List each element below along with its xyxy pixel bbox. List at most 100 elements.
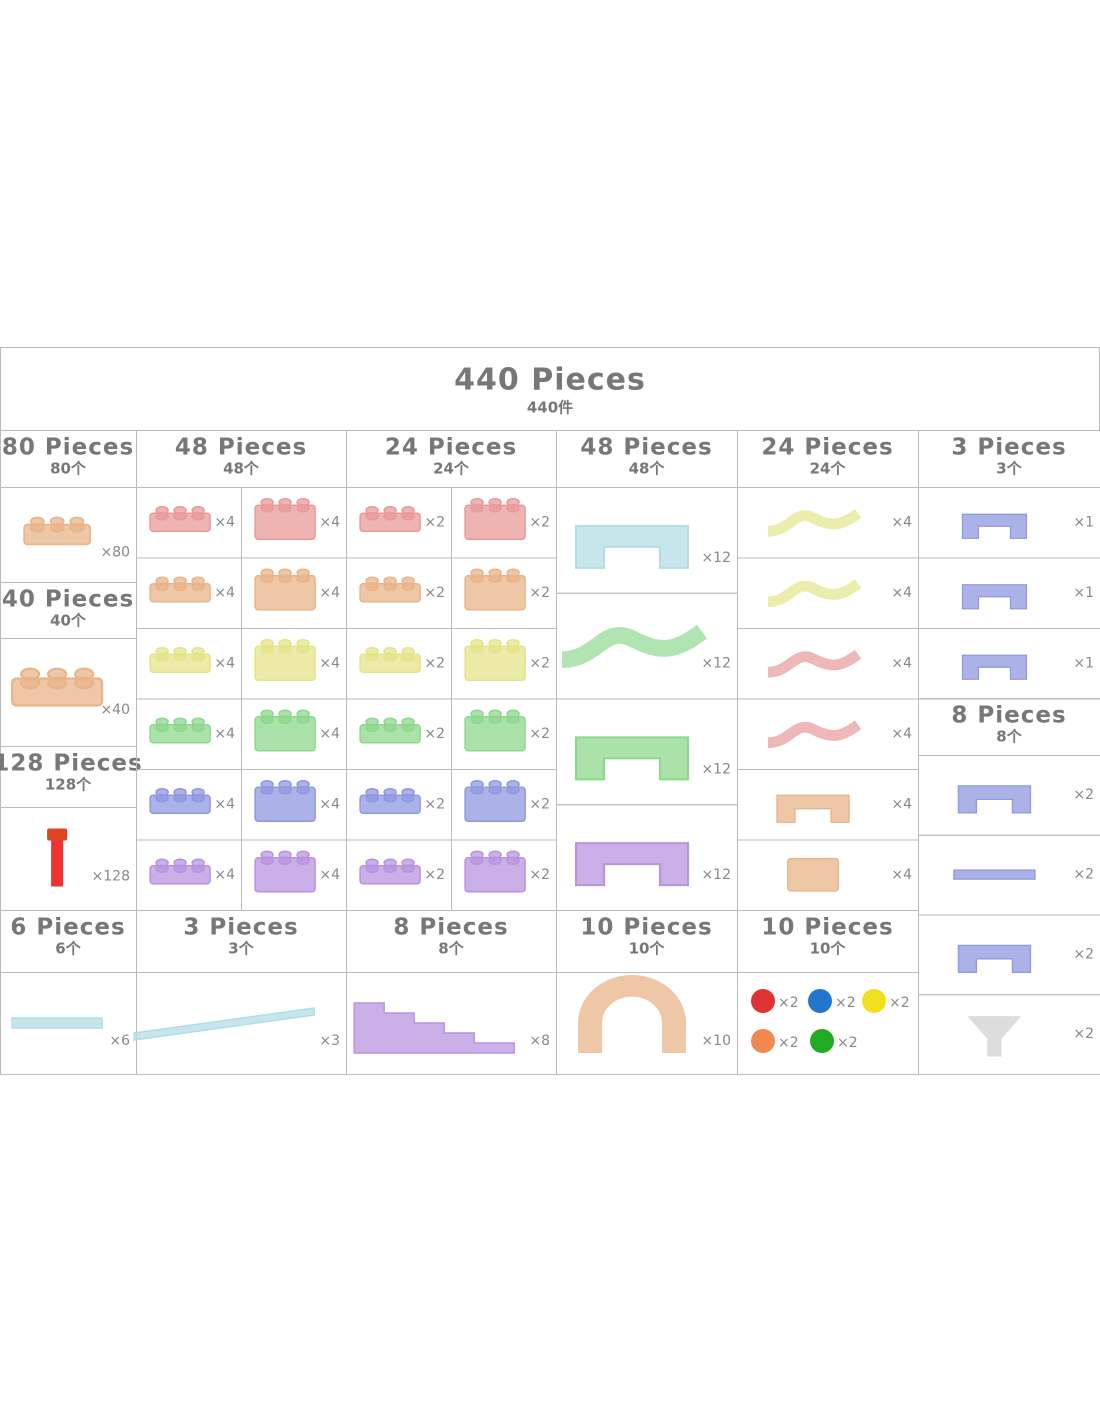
- piece-image: [359, 788, 421, 814]
- stud: [488, 786, 502, 795]
- piece-image: [961, 584, 1028, 610]
- stud: [470, 574, 484, 583]
- group-title-zh: 24个: [433, 460, 470, 478]
- stud: [173, 794, 187, 803]
- piece-image: [464, 498, 526, 540]
- arch: [961, 584, 1028, 610]
- item-count: ×12: [701, 656, 731, 672]
- stud: [173, 653, 187, 662]
- piece-image: [11, 1017, 103, 1029]
- piece-image: [957, 944, 1032, 974]
- group-title-zh: 40个: [50, 612, 87, 630]
- piece-image: [149, 788, 211, 814]
- stud: [278, 574, 292, 583]
- item-count: ×2: [424, 796, 445, 812]
- piece-image: [23, 516, 91, 546]
- group-title-zh: 80个: [50, 460, 87, 478]
- piece-image: [767, 579, 862, 608]
- stud: [383, 582, 397, 591]
- stud: [260, 786, 274, 795]
- group-title-zh: 8个: [996, 728, 1022, 746]
- stud: [69, 523, 85, 533]
- group-title-en: 3 Pieces: [951, 435, 1066, 461]
- stud: [488, 645, 502, 654]
- screw-shaft: [51, 840, 64, 887]
- item-count: ×4: [891, 655, 912, 671]
- item-count: ×4: [319, 514, 340, 530]
- group-title-zh: 48个: [223, 460, 260, 478]
- ball: [862, 989, 886, 1013]
- stud: [260, 504, 274, 513]
- stud: [365, 794, 379, 803]
- arch: [961, 654, 1028, 680]
- arch: [776, 794, 850, 823]
- piece-image: [787, 857, 839, 892]
- piece-image: [149, 858, 211, 885]
- group-title-en: 48 Pieces: [175, 435, 307, 461]
- stud: [260, 645, 274, 654]
- group-title-zh: 3个: [996, 460, 1022, 478]
- stud: [506, 645, 520, 654]
- ball: [808, 989, 832, 1013]
- stud: [383, 512, 397, 521]
- piece-image: [574, 842, 690, 887]
- stud: [506, 574, 520, 583]
- item-count: ×12: [701, 761, 731, 777]
- screw-head: [47, 828, 68, 841]
- stud: [470, 504, 484, 513]
- group-title-en: 24 Pieces: [761, 435, 893, 461]
- group-title-en: 80 Pieces: [2, 435, 134, 461]
- stud: [73, 676, 95, 690]
- stud: [191, 864, 205, 873]
- item-count: ×2: [529, 796, 550, 812]
- item-count: ×3: [319, 1033, 340, 1049]
- stud: [19, 676, 41, 690]
- item-count: ×4: [891, 796, 912, 812]
- piece-image: [353, 1002, 515, 1054]
- item-count: ×4: [891, 726, 912, 742]
- item-count: ×4: [319, 867, 340, 883]
- group-title-en: 6 Pieces: [10, 915, 125, 941]
- item-count: ×4: [319, 726, 340, 742]
- stud: [278, 504, 292, 513]
- stud: [488, 715, 502, 724]
- group-title-zh: 8个: [438, 940, 464, 958]
- item-count: ×8: [529, 1033, 550, 1049]
- stud: [191, 723, 205, 732]
- item-count: ×1: [1073, 585, 1094, 601]
- piece-image: [574, 736, 690, 781]
- piece-image: [47, 828, 68, 887]
- group-title-zh: 10个: [629, 940, 666, 958]
- item-count: ×4: [891, 867, 912, 883]
- stud: [296, 574, 310, 583]
- stud: [401, 864, 415, 873]
- stud: [488, 504, 502, 513]
- item-count: ×2: [1073, 867, 1094, 883]
- group-title-en: 10 Pieces: [761, 915, 893, 941]
- item-count: ×4: [319, 796, 340, 812]
- item-count: ×2: [529, 726, 550, 742]
- item-count: ×2: [1073, 787, 1094, 803]
- stud: [365, 512, 379, 521]
- piece-image: [578, 975, 687, 1053]
- piece-image: [961, 513, 1028, 539]
- item-count: ×4: [214, 726, 235, 742]
- item-count: ×2: [424, 867, 445, 883]
- arch: [574, 842, 690, 887]
- piece-image: [957, 785, 1032, 814]
- piece-image: [561, 624, 708, 669]
- piece-image: [133, 1007, 315, 1041]
- stud: [383, 794, 397, 803]
- piece-image: [953, 869, 1036, 880]
- item-count: ×4: [214, 867, 235, 883]
- item-count: ×4: [319, 655, 340, 671]
- block: [787, 857, 839, 892]
- stud: [365, 653, 379, 662]
- piece-image: [359, 576, 421, 603]
- piece-image: [574, 524, 690, 569]
- group-title-en: 40 Pieces: [2, 587, 134, 613]
- stud: [173, 582, 187, 591]
- stud: [173, 864, 187, 873]
- ball: [751, 1029, 775, 1053]
- item-count: ×2: [835, 995, 856, 1011]
